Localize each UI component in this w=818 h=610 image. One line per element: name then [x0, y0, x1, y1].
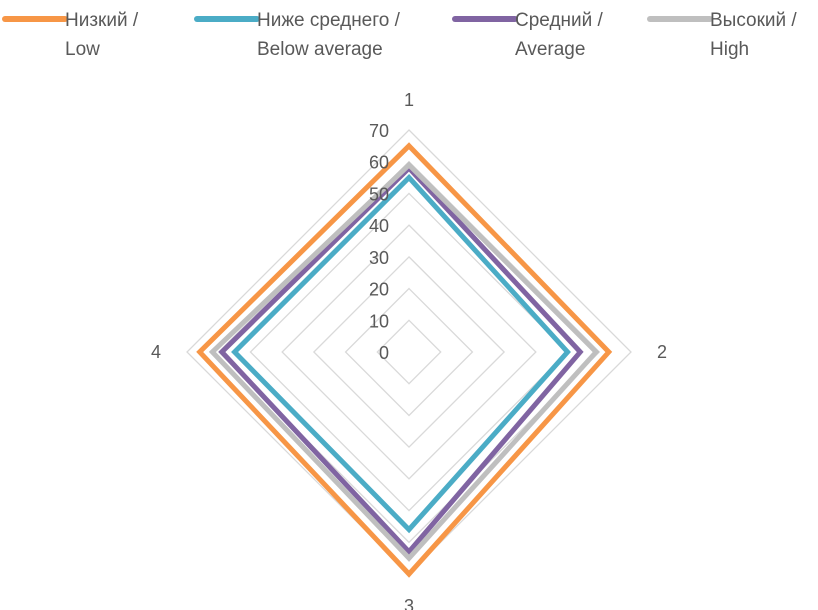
- legend: Низкий / Low Ниже среднего / Below average С…: [2, 10, 797, 60]
- grid-ring-50: [249, 192, 569, 512]
- category-labels: 1 2 3 4: [151, 90, 667, 610]
- grid-ring-40: [281, 224, 537, 480]
- category-label-3: 3: [404, 596, 414, 610]
- series-line-2: [231, 173, 571, 534]
- tick-label-40: 40: [369, 216, 389, 236]
- legend-label-3: Средний / Average: [515, 10, 604, 60]
- legend-item-1: Низкий / Low: [2, 10, 139, 60]
- legend-label-2: Ниже среднего / Below average: [257, 10, 401, 60]
- legend-item-2: Ниже среднего / Below average: [194, 10, 401, 60]
- tick-label-30: 30: [369, 248, 389, 268]
- radar-series: [196, 142, 613, 578]
- series-line-4: [208, 161, 600, 562]
- category-label-4: 4: [151, 342, 161, 362]
- tick-label-60: 60: [369, 153, 389, 173]
- tick-label-70: 70: [369, 121, 389, 141]
- tick-label-50: 50: [369, 184, 389, 204]
- grid-ring-60: [217, 160, 601, 544]
- legend-label-4: Высокий / High: [710, 10, 797, 60]
- tick-label-10: 10: [369, 311, 389, 331]
- series-line-1: [196, 142, 613, 578]
- legend-item-4: Высокий / High: [647, 10, 797, 60]
- legend-label-1: Низкий / Low: [65, 10, 139, 60]
- grid-ring-10: [376, 319, 442, 385]
- category-label-2: 2: [657, 342, 667, 362]
- tick-label-0: 0: [379, 343, 389, 363]
- radial-tick-labels: 0 10 20 30 40 50 60 70: [369, 121, 389, 363]
- category-label-1: 1: [404, 90, 414, 110]
- grid-ring-20: [344, 287, 474, 417]
- series-line-3: [218, 164, 584, 556]
- legend-item-3: Средний / Average: [452, 10, 604, 60]
- tick-label-20: 20: [369, 280, 389, 300]
- grid-ring-30: [312, 255, 506, 449]
